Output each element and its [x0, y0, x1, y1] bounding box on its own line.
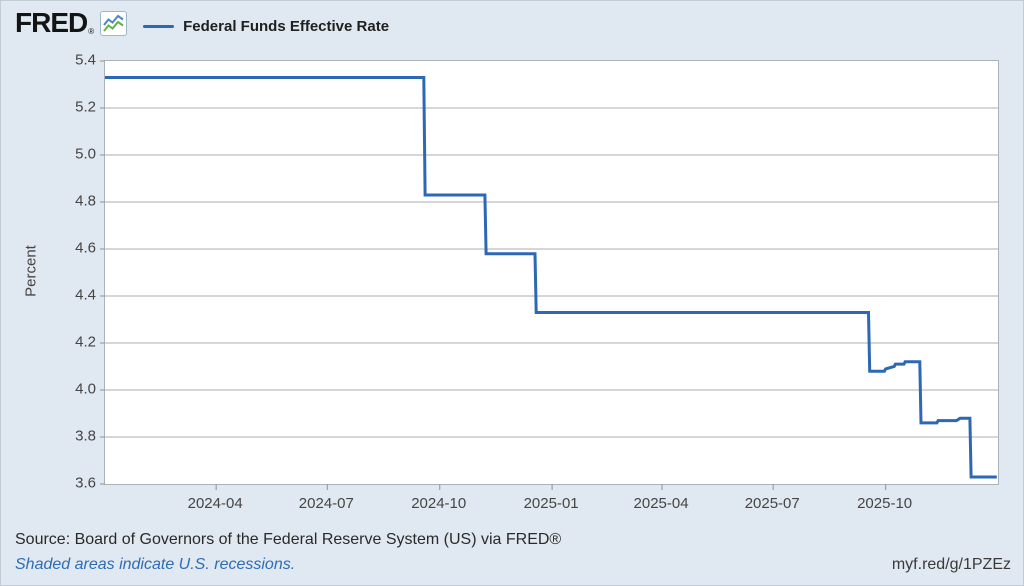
short-url-link[interactable]: myf.red/g/1PZEz: [891, 556, 1011, 573]
fred-logo-text: FRED: [15, 7, 88, 38]
registered-mark: ®: [88, 27, 95, 36]
legend-line-swatch: [143, 24, 175, 28]
y-tick-label: 3.8: [75, 427, 96, 445]
source-text: Source: Board of Governors of the Federa…: [15, 531, 562, 548]
series-line: [105, 76, 997, 479]
x-axis-labels: 2024-04 2024-07 2024-10 2025-01 2025-04 2025-…: [1, 495, 1023, 515]
y-tick-label: 4.8: [75, 192, 96, 210]
x-tick-label: 2025-07: [744, 495, 800, 512]
chart-header: FRED ® Federal Funds Effective Rate: [15, 9, 389, 41]
y-tick-label: 5.4: [75, 51, 96, 69]
plot-area[interactable]: [100, 60, 999, 490]
x-tick-label: 2024-07: [298, 495, 354, 512]
x-tick-label: 2025-01: [523, 495, 579, 512]
y-tick-label: 5.2: [75, 98, 96, 116]
recession-note-link[interactable]: Shaded areas indicate U.S. recessions.: [15, 556, 296, 573]
x-tick-label: 2025-04: [633, 495, 689, 512]
y-tick-label: 5.0: [75, 145, 96, 163]
chart-legend: Federal Funds Effective Rate: [143, 18, 389, 35]
y-tick-label: 4.6: [75, 239, 96, 257]
y-tick-label: 3.6: [75, 474, 96, 492]
y-tick-label: 4.0: [75, 380, 96, 398]
legend-series-label: Federal Funds Effective Rate: [183, 17, 390, 35]
fred-graph-icon: [100, 11, 128, 41]
x-tick-label: 2024-10: [411, 495, 467, 512]
x-tick-label: 2025-10: [857, 495, 913, 512]
x-tick-label: 2024-04: [187, 495, 243, 512]
y-tick-label: 4.2: [75, 333, 96, 351]
fred-logo[interactable]: FRED ®: [15, 7, 128, 41]
y-axis-labels: 5.4 5.2 5.0 4.8 4.6 4.4 4.2 4.0 3.8 3.6: [1, 1, 96, 585]
y-tick-label: 4.4: [75, 286, 96, 304]
